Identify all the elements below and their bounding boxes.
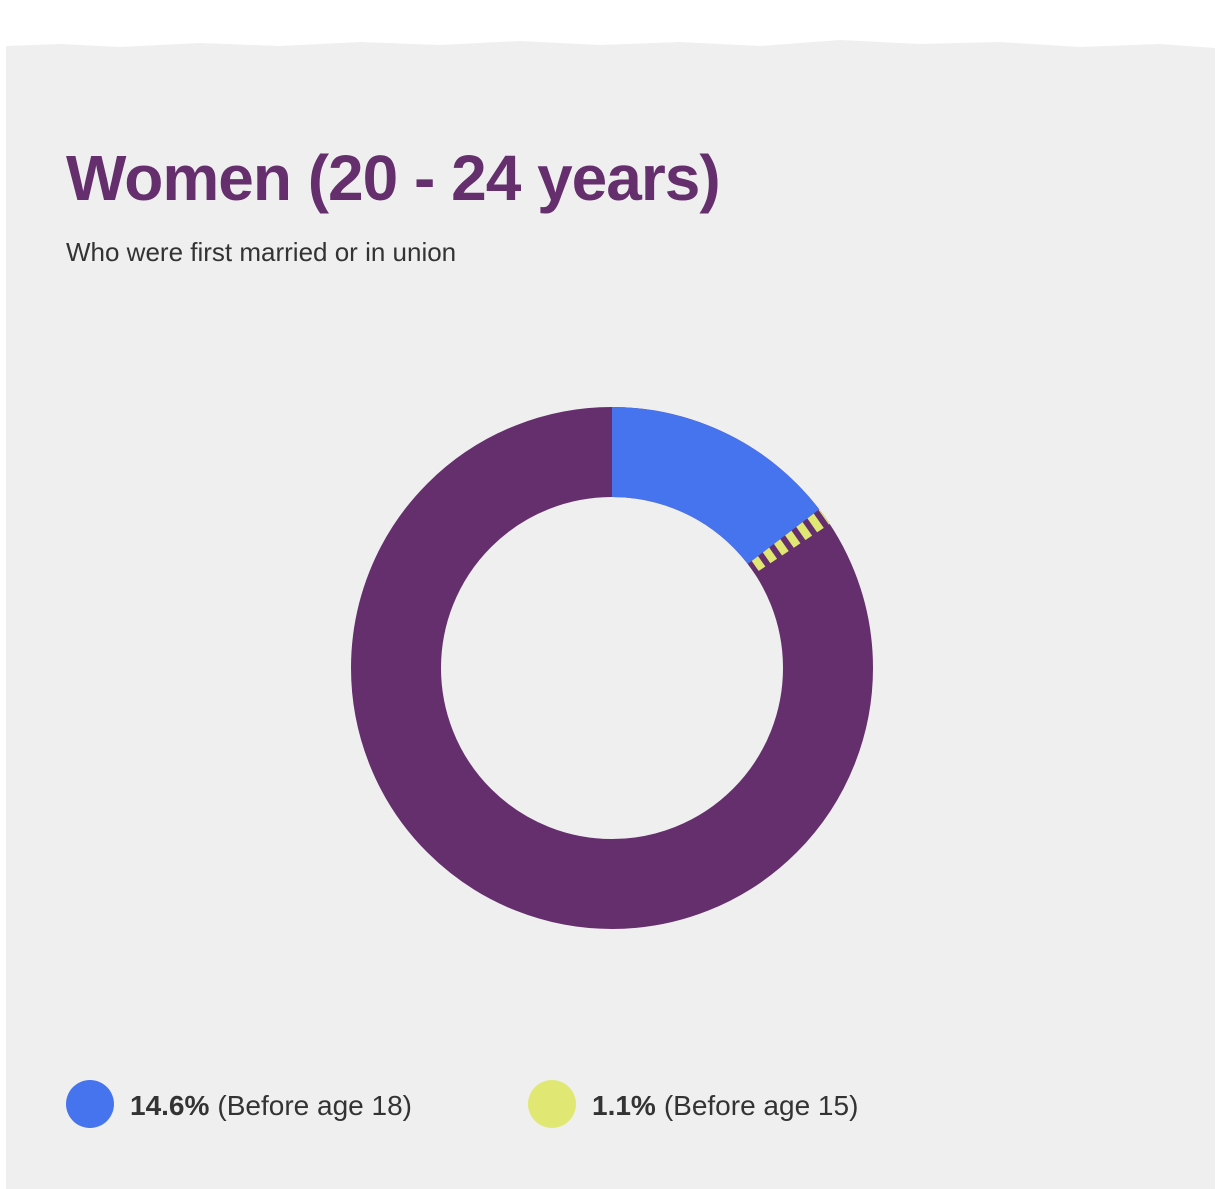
legend-value: 14.6% [130,1090,209,1121]
legend-label: 1.1% (Before age 15) [592,1090,858,1121]
card-background [6,40,1215,1189]
legend-value: 1.1% [592,1090,656,1121]
slices [612,407,830,574]
legend: 14.6% (Before age 18) 1.1% (Before age 15) [66,1080,858,1128]
chart-subtitle: Who were first married or in union [66,237,456,267]
legend-category: (Before age 15) [664,1090,859,1121]
legend-swatch [66,1080,114,1128]
legend-category: (Before age 18) [217,1090,412,1121]
donut-slice [612,407,820,565]
legend-swatch [528,1080,576,1128]
donut-slice [747,509,830,574]
legend-label: 14.6% (Before age 18) [130,1090,412,1121]
chart-title: Women (20 - 24 years) [66,142,720,214]
